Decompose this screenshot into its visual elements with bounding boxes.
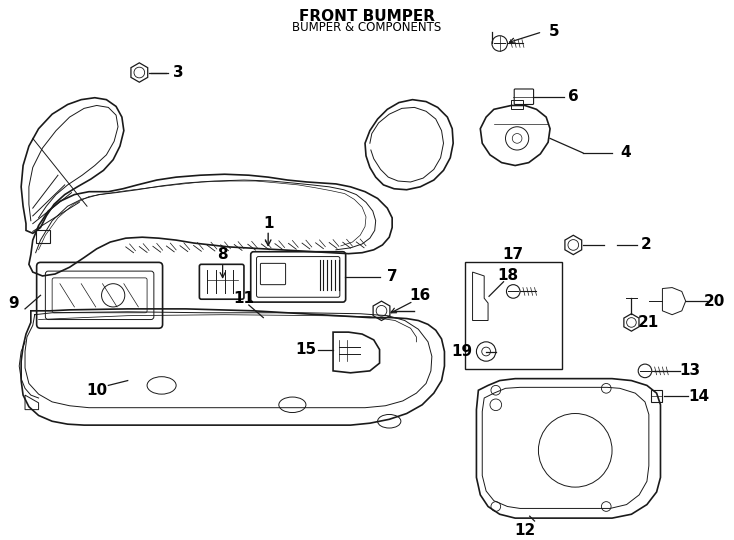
Text: 2: 2: [641, 238, 651, 253]
Text: 18: 18: [497, 268, 518, 284]
Text: BUMPER & COMPONENTS: BUMPER & COMPONENTS: [292, 22, 442, 35]
Text: FRONT BUMPER: FRONT BUMPER: [299, 9, 435, 24]
Text: 9: 9: [9, 295, 19, 310]
Text: 20: 20: [704, 294, 725, 309]
Text: 6: 6: [568, 89, 578, 104]
Text: 4: 4: [620, 145, 631, 160]
Text: 15: 15: [295, 342, 316, 357]
Text: 8: 8: [217, 247, 228, 262]
Text: 13: 13: [679, 363, 700, 379]
Text: 10: 10: [86, 383, 107, 398]
Text: 3: 3: [172, 65, 184, 80]
Text: 5: 5: [548, 24, 559, 39]
Text: 14: 14: [688, 389, 710, 403]
Text: 17: 17: [503, 247, 524, 262]
Text: 7: 7: [387, 269, 398, 285]
Text: 16: 16: [410, 288, 431, 303]
Text: 19: 19: [451, 344, 473, 359]
Text: 12: 12: [515, 523, 536, 538]
Text: 21: 21: [639, 315, 659, 330]
Text: 11: 11: [233, 291, 255, 306]
Text: 1: 1: [263, 216, 273, 231]
